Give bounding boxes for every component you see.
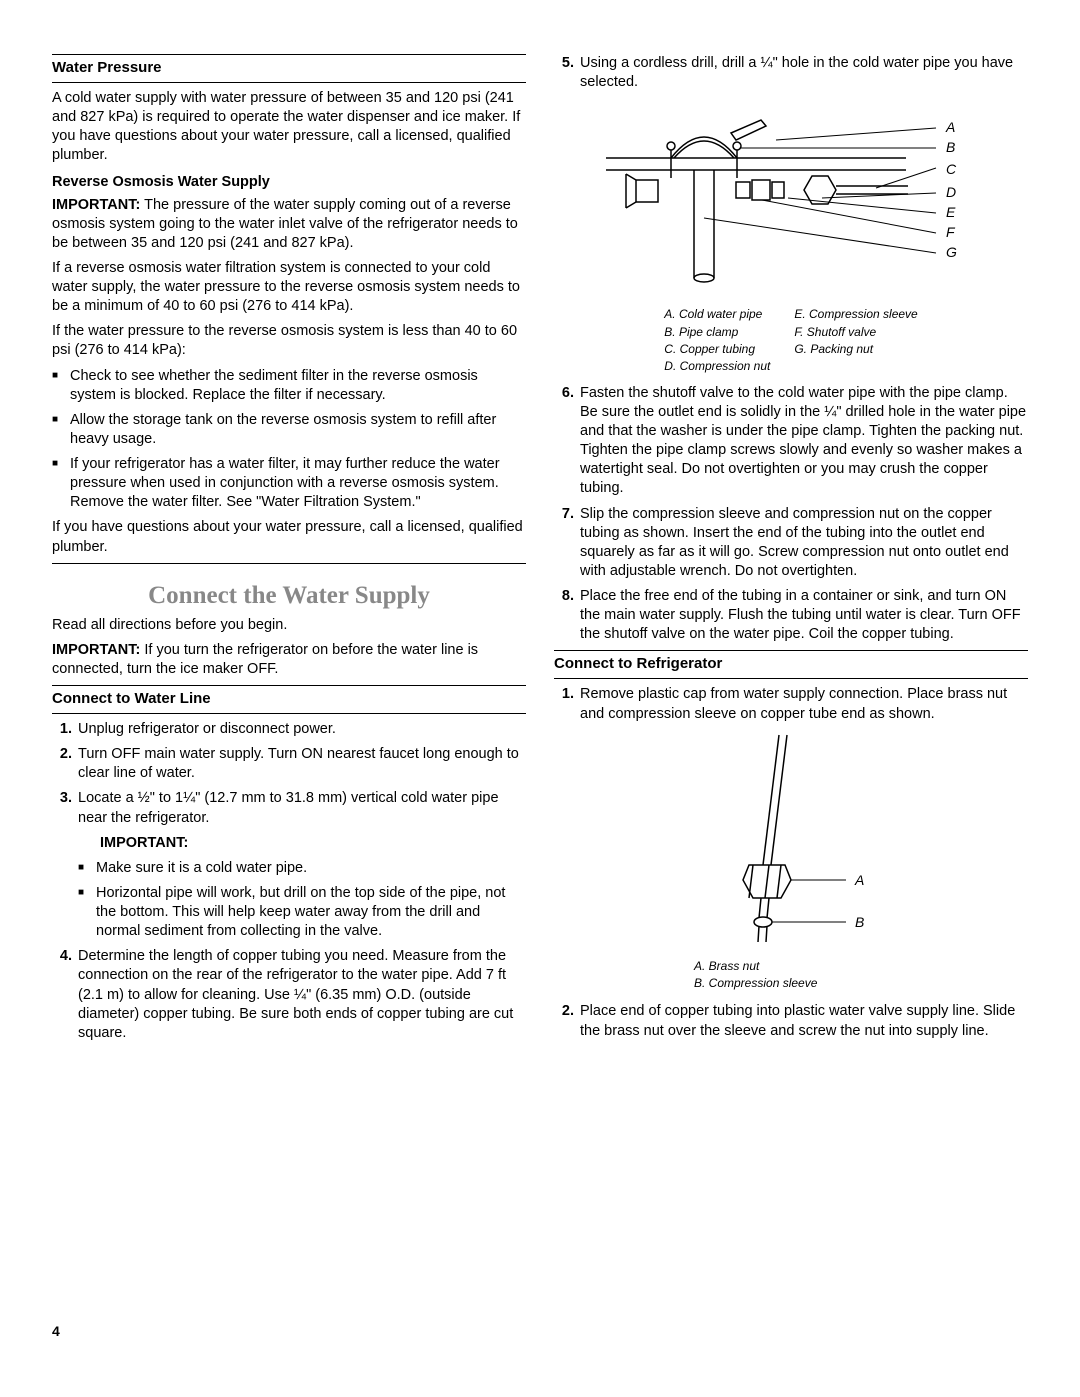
two-column-layout: Water Pressure A cold water supply with … xyxy=(52,48,1028,1339)
legend-item: A. Cold water pipe xyxy=(664,306,770,323)
fig-label-f: F xyxy=(946,224,956,240)
list-item: Remove plastic cap from water supply con… xyxy=(578,685,1028,723)
list-item: Horizontal pipe will work, but drill on … xyxy=(96,884,526,941)
list-item: Locate a ½" to 1¼" (12.7 mm to 31.8 mm) … xyxy=(76,789,526,941)
important-label: IMPORTANT: xyxy=(100,834,526,853)
paragraph: Read all directions before you begin. xyxy=(52,616,526,635)
numbered-list-continued: Place end of copper tubing into plastic … xyxy=(554,1002,1028,1040)
list-item: If your refrigerator has a water filter,… xyxy=(70,455,526,512)
heading-connect-to-water-line: Connect to Water Line xyxy=(52,690,526,707)
rule xyxy=(52,685,526,686)
page-number: 4 xyxy=(52,1323,526,1339)
bullet-list: Check to see whether the sediment filter… xyxy=(52,367,526,513)
legend-item: B. Pipe clamp xyxy=(664,324,770,341)
heading-reverse-osmosis: Reverse Osmosis Water Supply xyxy=(52,174,526,190)
nested-bullet-list: Make sure it is a cold water pipe. Horiz… xyxy=(78,859,526,942)
fig-label-a: A xyxy=(854,872,864,888)
fig-label-d: D xyxy=(946,184,956,200)
list-item: Turn OFF main water supply. Turn ON near… xyxy=(76,745,526,783)
legend-item: B. Compression sleeve xyxy=(694,975,1028,992)
numbered-list: Remove plastic cap from water supply con… xyxy=(554,685,1028,723)
figure-tube-assembly: A B xyxy=(641,730,941,950)
rule xyxy=(52,82,526,83)
important-label: IMPORTANT: xyxy=(52,642,140,658)
list-item: Make sure it is a cold water pipe. xyxy=(96,859,526,878)
legend-item: F. Shutoff valve xyxy=(794,324,917,341)
legend-col-right: E. Compression sleeve F. Shutoff valve G… xyxy=(794,306,917,376)
rule xyxy=(554,678,1028,679)
legend-item: A. Brass nut xyxy=(694,958,1028,975)
fig-label-a: A xyxy=(945,119,955,135)
fig-label-g: G xyxy=(946,244,957,260)
page: Water Pressure A cold water supply with … xyxy=(0,0,1080,1379)
list-item: Slip the compression sleeve and compress… xyxy=(578,505,1028,582)
fig-label-c: C xyxy=(946,161,957,177)
list-item: Place end of copper tubing into plastic … xyxy=(578,1002,1028,1040)
numbered-list-continued: Fasten the shutoff valve to the cold wat… xyxy=(554,384,1028,645)
heading-connect-to-refrigerator: Connect to Refrigerator xyxy=(554,655,1028,672)
paragraph: If you have questions about your water p… xyxy=(52,518,526,556)
rule xyxy=(52,54,526,55)
list-item: Check to see whether the sediment filter… xyxy=(70,367,526,405)
figure-legend: A. Brass nut B. Compression sleeve xyxy=(694,958,1028,993)
paragraph: A cold water supply with water pressure … xyxy=(52,89,526,166)
paragraph: IMPORTANT: The pressure of the water sup… xyxy=(52,196,526,253)
list-item: Unplug refrigerator or disconnect power. xyxy=(76,720,526,739)
paragraph: If a reverse osmosis water filtration sy… xyxy=(52,259,526,316)
left-column: Water Pressure A cold water supply with … xyxy=(52,48,526,1339)
figure-legend: A. Cold water pipe B. Pipe clamp C. Copp… xyxy=(554,306,1028,376)
list-item: Using a cordless drill, drill a ¼" hole … xyxy=(578,54,1028,92)
list-item: Determine the length of copper tubing yo… xyxy=(76,947,526,1043)
section-title-connect-water-supply: Connect the Water Supply xyxy=(52,582,526,610)
paragraph: IMPORTANT: If you turn the refrigerator … xyxy=(52,641,526,679)
fig-label-b: B xyxy=(855,914,864,930)
numbered-list: Unplug refrigerator or disconnect power.… xyxy=(52,720,526,1043)
heading-water-pressure: Water Pressure xyxy=(52,59,526,76)
fig-label-b: B xyxy=(946,139,955,155)
list-item-text: Locate a ½" to 1¼" (12.7 mm to 31.8 mm) … xyxy=(78,790,499,825)
legend-col-left: A. Cold water pipe B. Pipe clamp C. Copp… xyxy=(664,306,770,376)
legend-item: G. Packing nut xyxy=(794,341,917,358)
figure-valve-assembly: A B C D E F G xyxy=(576,98,1006,298)
list-item: Fasten the shutoff valve to the cold wat… xyxy=(578,384,1028,499)
paragraph: If the water pressure to the reverse osm… xyxy=(52,322,526,360)
numbered-list-continued: Using a cordless drill, drill a ¼" hole … xyxy=(554,54,1028,92)
legend-item: C. Copper tubing xyxy=(664,341,770,358)
fig-label-e: E xyxy=(946,204,956,220)
right-column: Using a cordless drill, drill a ¼" hole … xyxy=(554,48,1028,1339)
list-item: Place the free end of the tubing in a co… xyxy=(578,587,1028,644)
list-item: Allow the storage tank on the reverse os… xyxy=(70,411,526,449)
rule xyxy=(52,713,526,714)
legend-item: D. Compression nut xyxy=(664,358,770,375)
rule xyxy=(52,563,526,564)
rule xyxy=(554,650,1028,651)
important-label: IMPORTANT: xyxy=(52,197,140,213)
legend-item: E. Compression sleeve xyxy=(794,306,917,323)
